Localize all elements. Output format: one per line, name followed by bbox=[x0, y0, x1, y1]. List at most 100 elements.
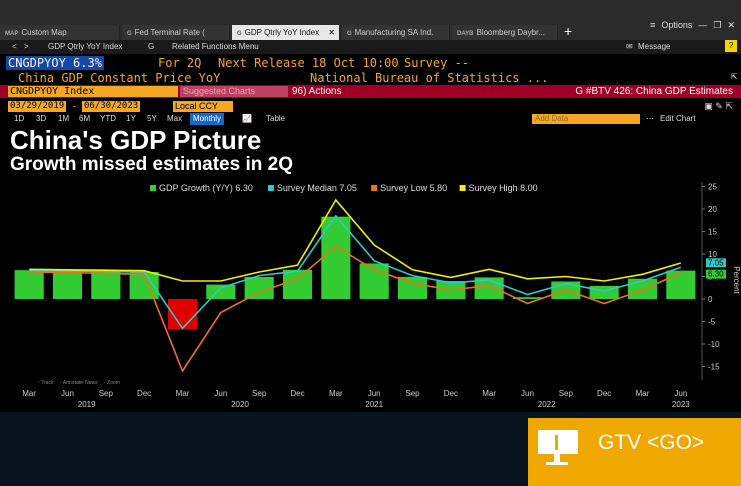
next-release: Next Release 18 Oct 10:00 bbox=[218, 56, 399, 70]
back-button[interactable]: < bbox=[12, 42, 17, 51]
chart-window-controls[interactable]: ▣ ✎ ⇱ bbox=[704, 101, 733, 111]
release-period: For 2Q bbox=[158, 56, 202, 70]
ticker-symbol: CNGDPYOY 6.3% bbox=[6, 56, 104, 70]
new-tab-button[interactable]: + bbox=[564, 23, 573, 39]
x-year-label: 2019 bbox=[78, 400, 96, 409]
gdp-chart: GDP Growth (Y/Y) 6.30 Survey Median 7.05 S… bbox=[10, 182, 741, 409]
legend-entry: Survey Low 5.80 bbox=[380, 183, 447, 193]
related-functions-menu[interactable]: Related Functions Menu bbox=[172, 42, 259, 51]
x-tick-label: Sep bbox=[252, 389, 267, 398]
period-5y[interactable]: 5Y bbox=[147, 114, 157, 123]
tv-icon bbox=[538, 430, 578, 465]
x-tick-label: Jun bbox=[368, 389, 381, 398]
start-date-input[interactable]: 03/29/2019 bbox=[8, 101, 67, 112]
x-tick-label: Mar bbox=[636, 389, 650, 398]
help-button[interactable]: ? bbox=[725, 40, 737, 52]
period-max[interactable]: Max bbox=[167, 114, 183, 123]
data-source: National Bureau of Statistics ... bbox=[310, 71, 549, 85]
edit-chart-button[interactable]: Edit Chart bbox=[660, 114, 696, 123]
period-1m[interactable]: 1M bbox=[58, 114, 70, 123]
navigation-bar: < > GDP Qtrly YoY Index G Related Functi… bbox=[0, 40, 741, 54]
ticker-info-row: CNGDPYOY 6.3% For 2Q Next Release 18 Oct… bbox=[0, 56, 741, 70]
end-date-input[interactable]: 06/30/2023 bbox=[82, 101, 141, 112]
period-selector: 1D 3D 1M 6M YTD 1Y 5Y Max Monthly 📈 Tabl… bbox=[0, 113, 741, 125]
forward-button[interactable]: > bbox=[24, 42, 29, 51]
chart-tool: ▫ News bbox=[82, 380, 98, 386]
period-1d[interactable]: 1D bbox=[14, 114, 25, 123]
period-ytd[interactable]: YTD bbox=[100, 114, 116, 123]
legend-entry: Survey High 8.00 bbox=[469, 183, 538, 193]
x-tick-label: Mar bbox=[482, 389, 496, 398]
x-tick-label: Mar bbox=[176, 389, 190, 398]
x-year-label: 2023 bbox=[672, 400, 690, 409]
line-chart-icon[interactable]: 📈 bbox=[242, 114, 252, 123]
x-tick-label: Sep bbox=[405, 389, 420, 398]
close-tab-icon[interactable]: ✕ bbox=[328, 28, 335, 37]
gdp-bar bbox=[512, 297, 543, 299]
frequency-select[interactable]: Monthly bbox=[190, 113, 225, 125]
more-icon[interactable]: ⋯ bbox=[646, 114, 654, 123]
x-tick-label: Sep bbox=[559, 389, 574, 398]
x-tick-label: Dec bbox=[444, 389, 458, 398]
tab-bar: MAP Custom Map G Fed Terminal Rate ( G GDP … bbox=[0, 0, 741, 40]
tab-bloomberg-daybreak[interactable]: DAYB Bloomberg Daybr... bbox=[452, 25, 558, 40]
tab-label: Fed Terminal Rate ( bbox=[134, 28, 205, 37]
tab-prefix: G bbox=[347, 31, 352, 37]
tab-label: Manufacturing SA Ind. bbox=[354, 28, 434, 37]
actions-menu[interactable]: 96) Actions bbox=[292, 86, 342, 97]
suggested-charts-button[interactable]: Suggested Charts bbox=[180, 86, 288, 97]
period-6m[interactable]: 6M bbox=[79, 114, 91, 123]
x-tick-label: Jun bbox=[61, 389, 74, 398]
y-tick-label: -5 bbox=[708, 318, 716, 327]
add-data-input[interactable]: Add Data bbox=[532, 114, 640, 124]
ticker-description-row: China GDP Constant Price YoY National Bu… bbox=[0, 71, 741, 85]
gdp-bar bbox=[14, 270, 44, 299]
chart-tool: ▫ Track bbox=[38, 380, 54, 386]
gdp-bar bbox=[52, 271, 83, 299]
y-tick-label: 15 bbox=[708, 228, 717, 237]
window-controls: ≡ Options — ❐ ✕ bbox=[644, 20, 735, 31]
close-window-icon[interactable]: ✕ bbox=[727, 20, 735, 30]
tab-manufacturing[interactable]: G Manufacturing SA Ind. bbox=[342, 25, 450, 40]
period-3d[interactable]: 3D bbox=[36, 114, 47, 123]
chart-name: G #BTV 426: China GDP Estimates bbox=[575, 86, 733, 97]
survey-value: Survey -- bbox=[404, 56, 470, 70]
tab-fed-terminal-rate[interactable]: G Fed Terminal Rate ( bbox=[122, 25, 230, 40]
tab-prefix: G bbox=[127, 31, 132, 37]
table-button[interactable]: Table bbox=[266, 114, 286, 123]
chart-subtitle: Growth missed estimates in 2Q bbox=[10, 154, 293, 175]
minimize-icon[interactable]: — bbox=[698, 20, 708, 30]
gtv-badge[interactable]: GTV <GO> bbox=[528, 418, 741, 486]
restore-icon[interactable]: ❐ bbox=[713, 20, 722, 30]
tab-label: Custom Map bbox=[21, 28, 67, 37]
command-bar: CNGDPYOY Index Suggested Charts 96) Acti… bbox=[0, 85, 741, 98]
period-1y[interactable]: 1Y bbox=[126, 114, 136, 123]
plot-area bbox=[10, 182, 700, 380]
envelope-icon: ✉ bbox=[626, 42, 633, 51]
bloomberg-terminal-screen: MAP Custom Map G Fed Terminal Rate ( G GDP … bbox=[0, 0, 741, 412]
menu-icon[interactable]: ≡ bbox=[650, 20, 656, 30]
x-year-label: 2022 bbox=[538, 400, 556, 409]
tab-gdp-qtrly-yoy[interactable]: G GDP Qtrly YoY Index ✕ bbox=[232, 25, 340, 40]
popout-icon[interactable]: ⇱ bbox=[730, 71, 737, 82]
legend-swatch bbox=[150, 185, 156, 191]
command-input[interactable]: CNGDPYOY Index bbox=[8, 86, 178, 97]
tab-custom-map[interactable]: MAP Custom Map bbox=[0, 25, 120, 40]
message-button[interactable]: Message bbox=[638, 42, 671, 51]
x-tick-label: Jun bbox=[521, 389, 534, 398]
function-dropdown[interactable]: G bbox=[148, 42, 155, 51]
legend-swatch bbox=[267, 185, 274, 191]
gdp-bar bbox=[244, 276, 274, 299]
y-tick-label: 0 bbox=[708, 295, 713, 304]
gtv-label: GTV <GO> bbox=[598, 431, 705, 454]
x-tick-label: Jun bbox=[674, 389, 687, 398]
security-dropdown[interactable]: GDP Qtrly YoY Index bbox=[48, 42, 123, 51]
x-tick-label: Jun bbox=[214, 389, 227, 398]
y-axis-label: Percent bbox=[732, 266, 741, 294]
survey-line bbox=[29, 245, 682, 373]
currency-select[interactable]: Local CCY bbox=[173, 101, 233, 112]
y-tick-label: -15 bbox=[708, 363, 720, 372]
x-tick-label: Dec bbox=[290, 389, 304, 398]
end-value-badge bbox=[706, 269, 726, 279]
options-button[interactable]: Options bbox=[661, 20, 693, 30]
